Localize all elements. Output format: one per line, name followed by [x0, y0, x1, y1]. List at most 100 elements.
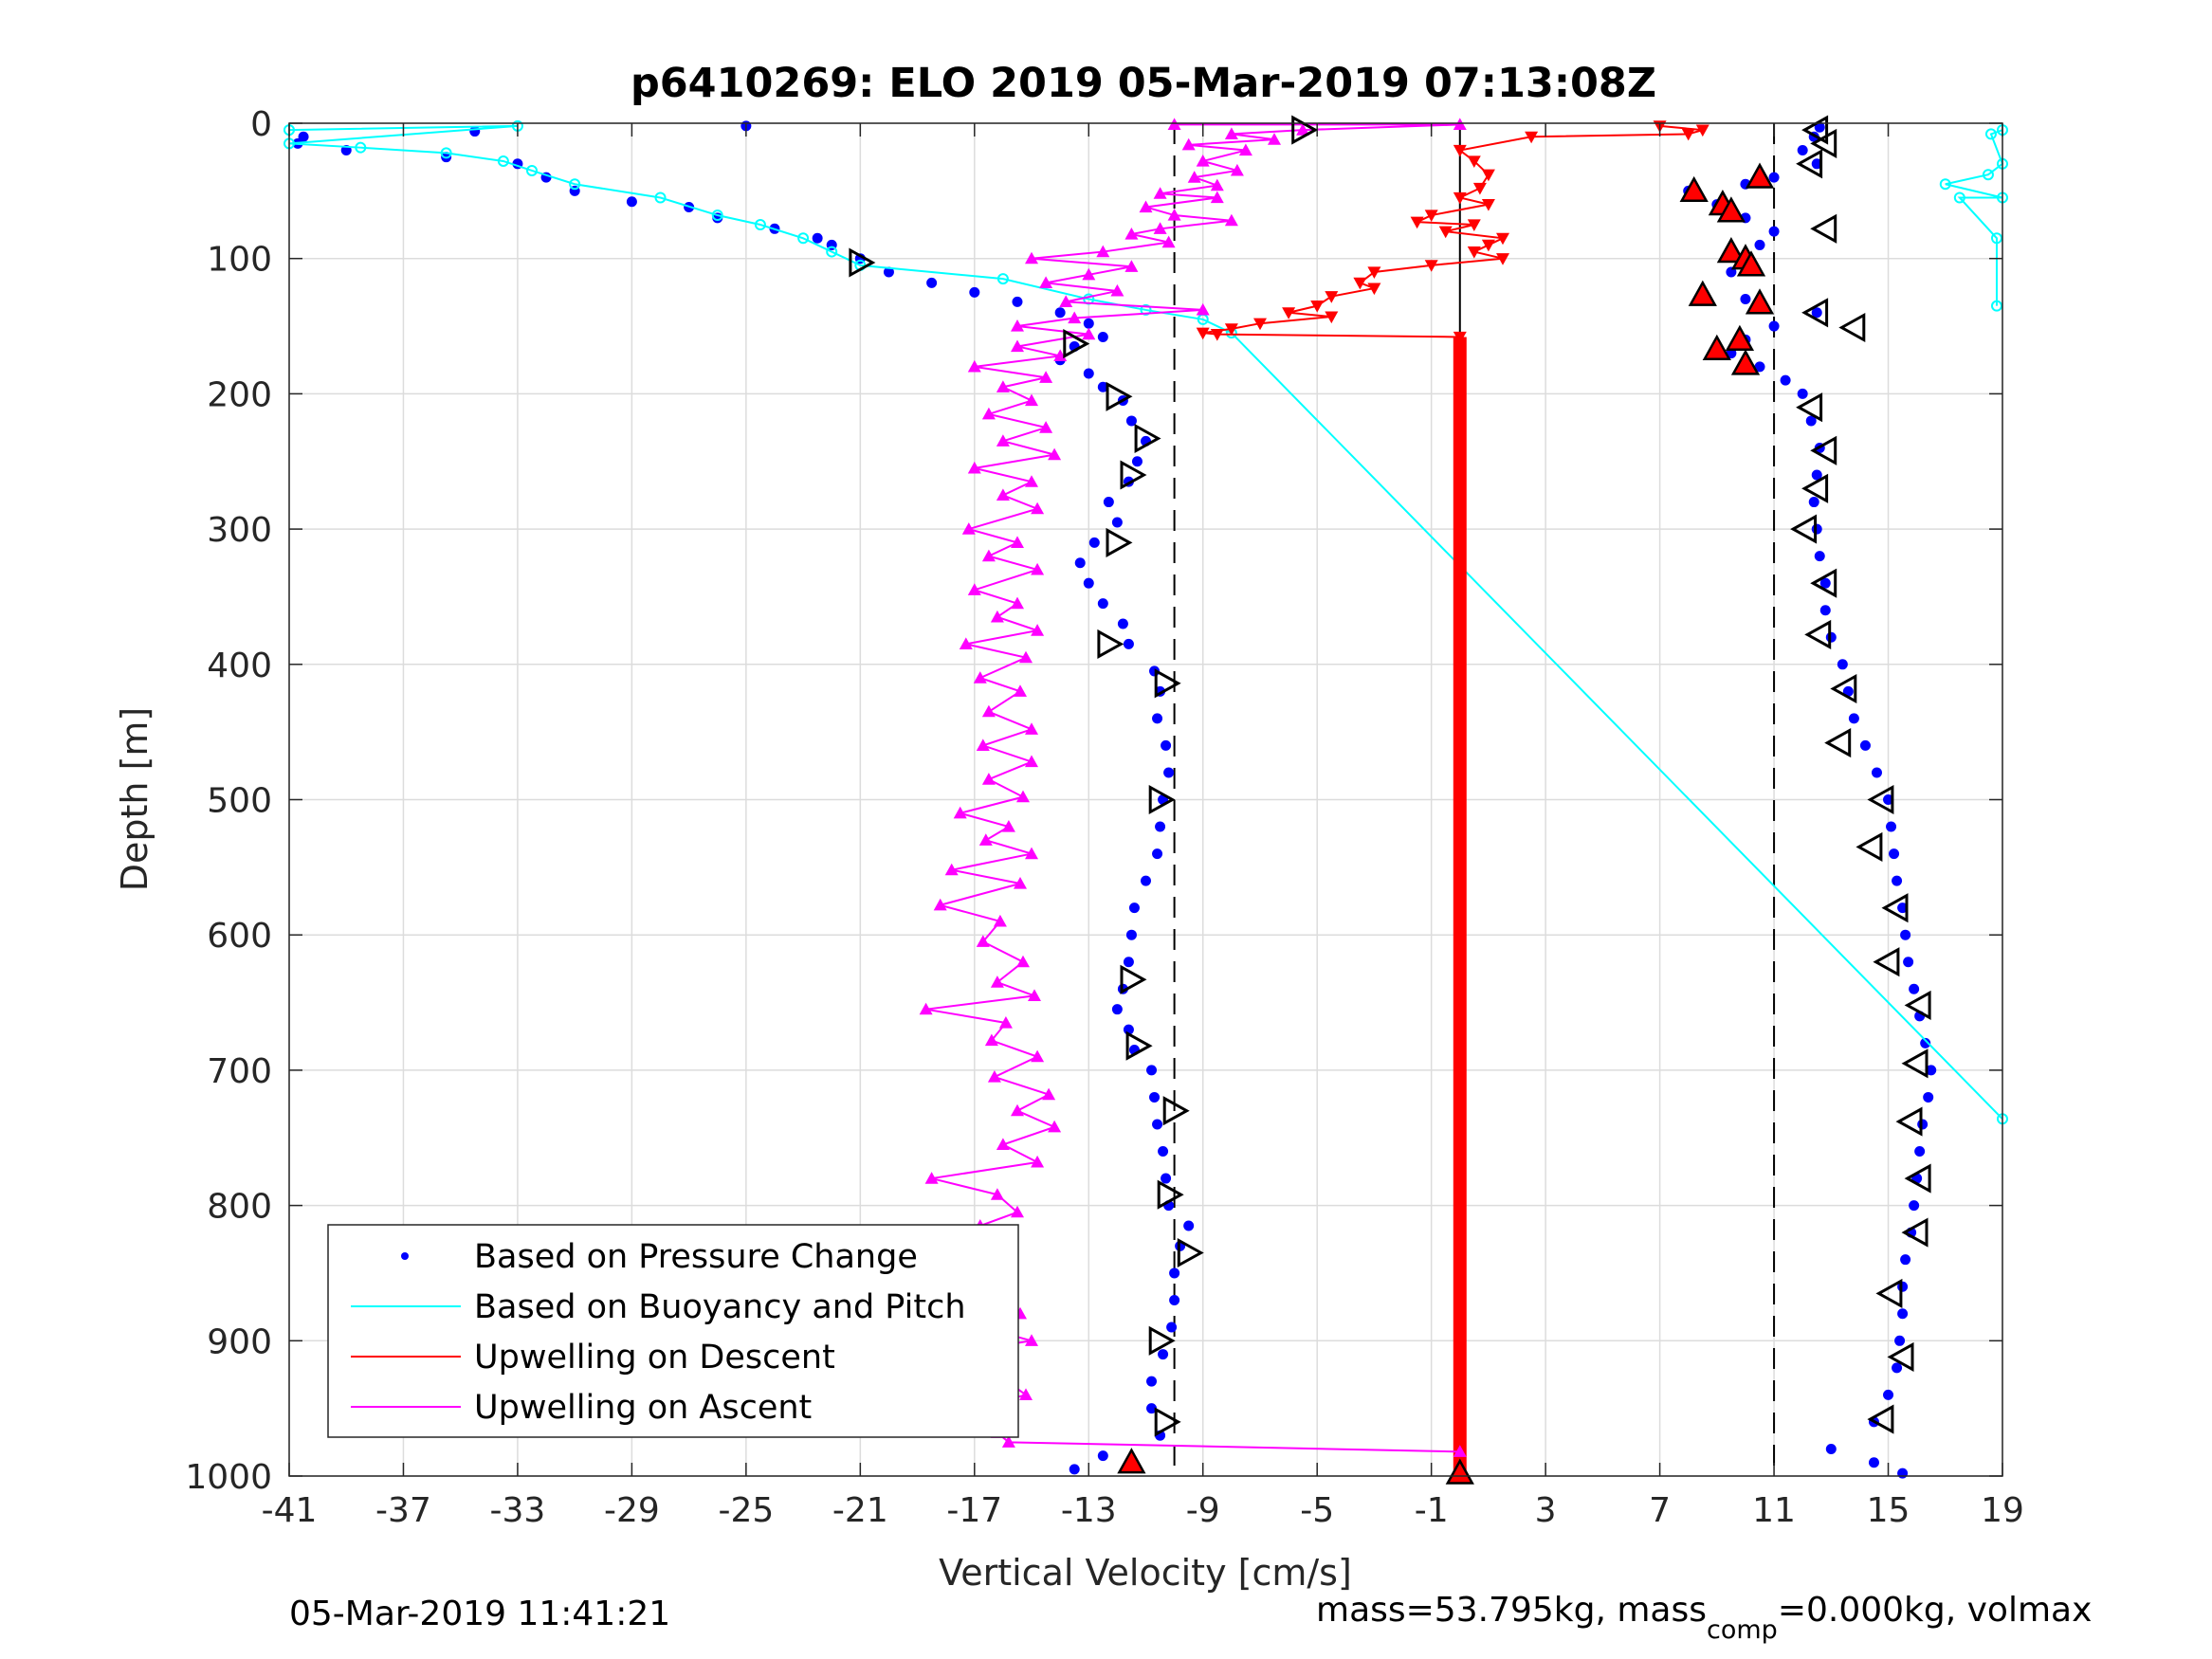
descent-point [1467, 219, 1481, 231]
ascent-point [1059, 295, 1073, 307]
y-tick-label: 100 [207, 241, 272, 280]
pressure-point [1111, 1004, 1123, 1015]
direction-marker [1801, 473, 1829, 503]
pressure-point [1894, 1335, 1906, 1346]
pressure-point [1103, 497, 1114, 508]
pressure-point [1123, 957, 1134, 968]
buoyancy-point [569, 178, 581, 191]
ascent-point [1011, 1103, 1024, 1117]
buoyancy-point [1953, 191, 1965, 204]
surface-marker [1679, 175, 1709, 203]
x-tick-label: -33 [490, 1491, 546, 1530]
pressure-point [1900, 1254, 1911, 1266]
pressure-point [1900, 929, 1911, 940]
direction-marker [1106, 381, 1133, 411]
series-8 [1117, 162, 1775, 1485]
ascent-point [944, 863, 959, 876]
y-tick-label: 200 [207, 375, 272, 414]
pressure-point [1909, 983, 1920, 994]
direction-marker [1097, 629, 1124, 659]
descent-point [1282, 307, 1296, 319]
direction-marker [1796, 149, 1823, 179]
descent-point [1525, 131, 1539, 144]
descent-point [1367, 266, 1381, 279]
ascent-point [1011, 536, 1024, 548]
ascent-point [996, 380, 1010, 392]
ascent-point [1110, 283, 1124, 297]
ascent-point [1011, 1205, 1024, 1218]
direction-marker [1162, 1096, 1190, 1126]
ascent-point [967, 583, 981, 595]
ascent-point [1082, 267, 1096, 281]
pressure-point [1897, 1308, 1909, 1320]
x-tick-label: 3 [1535, 1491, 1557, 1530]
pressure-point [1161, 739, 1172, 751]
direction-marker [1867, 784, 1894, 815]
direction-marker [1904, 990, 1931, 1020]
pressure-point [1811, 523, 1822, 535]
pressure-point [1097, 331, 1108, 342]
pressure-point [1123, 638, 1134, 649]
pressure-point [1837, 659, 1848, 670]
buoyancy-point [497, 155, 509, 167]
series-7 [849, 115, 1931, 1437]
direction-marker [1125, 1030, 1153, 1061]
footer-mass-text: mass=53.795kg, mass [1316, 1591, 1707, 1630]
buoyancy-point [355, 141, 367, 154]
x-tick-label: -29 [604, 1491, 660, 1530]
descent-point [1325, 291, 1339, 303]
descent-point [1325, 311, 1339, 324]
ascent-point [1296, 123, 1310, 136]
surface-marker [1725, 324, 1755, 351]
pressure-point [1859, 739, 1871, 751]
direction-marker [1901, 1217, 1929, 1248]
direction-marker [1895, 1106, 1923, 1137]
pressure-point [1083, 368, 1094, 379]
buoyancy-point [440, 147, 452, 159]
descent-point [1481, 169, 1495, 182]
x-tick-label: -13 [1061, 1491, 1117, 1530]
axis-ticks: -41 -37 -33 -29 -25 -21 -17 -13 -9 -5 -1 3 7 11 15 1901… [185, 105, 2024, 1530]
pressure-point [1819, 577, 1831, 589]
direction-marker [1856, 831, 1883, 862]
y-tick-label: 800 [207, 1188, 272, 1227]
direction-marker [1148, 1325, 1176, 1356]
pressure-point [1914, 1146, 1926, 1158]
pressure-point [1169, 1267, 1180, 1279]
buoyancy-point [1939, 178, 1951, 191]
y-tick-label: 900 [207, 1322, 272, 1361]
ascent-point [990, 610, 1004, 623]
ascent-point [1016, 790, 1030, 803]
ascent-point [981, 549, 996, 562]
surface-marker [1117, 1448, 1146, 1474]
ascent-point [1011, 319, 1024, 332]
direction-marker [1157, 1179, 1184, 1210]
y-tick-label: 1000 [185, 1458, 272, 1497]
footer-mass-text2: =0.000kg, volmax [1778, 1591, 2093, 1630]
chart-title: p6410269: ELO 2019 05-Mar-2019 07:13:08Z [631, 60, 1656, 107]
direction-marker [1790, 514, 1818, 544]
pressure-point [1128, 902, 1140, 914]
descent-point [1496, 253, 1509, 265]
buoyancy-line [1945, 129, 2004, 306]
ascent-point [1025, 475, 1038, 487]
ascent-point [1014, 877, 1027, 889]
ascent-point [1224, 127, 1238, 139]
direction-marker [1804, 619, 1832, 649]
pressure-point [1152, 848, 1163, 860]
pressure-point [1917, 1119, 1929, 1130]
buoyancy-point [1982, 169, 1994, 181]
ascent-point [919, 1002, 933, 1015]
ascent-point [981, 407, 996, 420]
ascent-point [1238, 143, 1252, 156]
buoyancy-point [996, 273, 1009, 285]
direction-marker [1801, 298, 1829, 328]
x-tick-label: 19 [1981, 1491, 2024, 1530]
legend-label-buoyancy: Based on Buoyancy and Pitch [474, 1288, 966, 1326]
descent-point [1695, 124, 1709, 137]
ascent-point [1096, 245, 1110, 258]
pressure-point [1083, 577, 1094, 589]
direction-marker [849, 247, 876, 278]
direction-marker [1120, 964, 1147, 994]
descent-point [1481, 199, 1495, 211]
